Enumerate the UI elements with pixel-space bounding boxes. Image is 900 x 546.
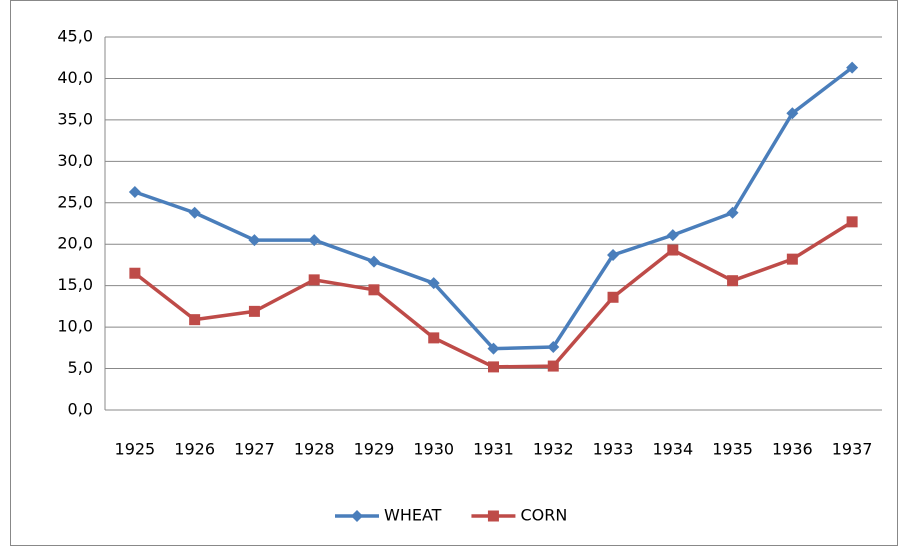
data-point <box>308 274 320 286</box>
chart-frame <box>10 0 898 546</box>
data-point <box>427 277 440 290</box>
data-point <box>846 61 859 74</box>
x-tick-label: 1930 <box>413 440 454 459</box>
x-tick-label: 1934 <box>652 440 693 459</box>
y-tick-label: 30,0 <box>57 151 93 170</box>
y-tick-label: 15,0 <box>57 275 93 294</box>
y-tick-label: 25,0 <box>57 192 93 211</box>
y-tick-label: 0,0 <box>68 400 93 419</box>
data-point <box>547 360 559 372</box>
data-point <box>368 284 380 296</box>
x-tick-label: 1936 <box>772 440 813 459</box>
data-point <box>128 186 141 199</box>
data-point <box>666 229 679 242</box>
y-tick-label: 35,0 <box>57 109 93 128</box>
data-point <box>786 107 799 120</box>
data-point <box>727 275 739 287</box>
data-point <box>547 341 560 354</box>
legend-label: CORN <box>520 506 567 525</box>
legend-marker <box>351 510 363 522</box>
data-point <box>367 255 380 268</box>
x-tick-label: 1926 <box>174 440 215 459</box>
x-tick-label: 1932 <box>533 440 574 459</box>
data-point <box>667 244 679 256</box>
data-point <box>189 314 201 326</box>
data-point <box>308 234 321 247</box>
data-point <box>607 291 619 303</box>
y-tick-label: 20,0 <box>57 234 93 253</box>
y-tick-label: 40,0 <box>57 68 93 87</box>
data-point <box>428 332 440 344</box>
data-point <box>188 206 201 219</box>
data-point <box>248 305 260 317</box>
legend-marker <box>487 510 499 522</box>
data-point <box>488 361 499 373</box>
legend-label: WHEAT <box>384 506 442 525</box>
data-point <box>786 253 798 265</box>
y-tick-label: 45,0 <box>57 27 93 46</box>
x-tick-label: 1929 <box>354 440 395 459</box>
x-tick-label: 1935 <box>712 440 753 459</box>
data-point <box>607 248 620 261</box>
y-tick-label: 5,0 <box>68 358 93 377</box>
x-tick-label: 1937 <box>832 440 873 459</box>
data-point <box>248 234 261 247</box>
data-point <box>129 267 141 279</box>
x-tick-label: 1927 <box>234 440 275 459</box>
y-tick-label: 10,0 <box>57 317 93 336</box>
data-point <box>726 206 739 219</box>
x-tick-label: 1925 <box>115 440 156 459</box>
data-point <box>487 342 500 355</box>
x-tick-label: 1933 <box>593 440 634 459</box>
x-tick-label: 1931 <box>473 440 514 459</box>
x-tick-label: 1928 <box>294 440 335 459</box>
data-point <box>846 216 858 228</box>
